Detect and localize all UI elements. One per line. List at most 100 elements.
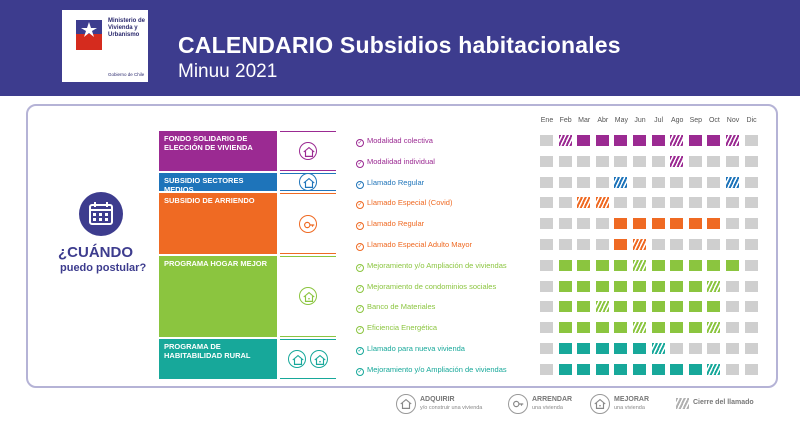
month-cell: [577, 363, 591, 375]
row-label: ✓ Llamado Especial Adulto Mayor: [356, 240, 472, 251]
month-cell: [614, 176, 628, 188]
check-icon: ✓: [356, 139, 364, 147]
house-repair-icon: [310, 349, 328, 368]
month-cell: [726, 197, 739, 209]
month-label: Feb: [559, 117, 572, 124]
program-name: PROGRAMA DE HABITABILIDAD RURAL: [164, 342, 251, 360]
row-label-text: Mejoramiento y/o Ampliación de viviendas: [367, 364, 507, 374]
program-name: SUBSIDIO SECTORES MEDIOS: [164, 175, 244, 194]
month-cell: [688, 218, 702, 230]
month-cell: [707, 135, 721, 146]
month-cell: [540, 322, 553, 334]
when-heading: ¿CUÁNDO: [58, 244, 133, 261]
month-cell: [707, 218, 721, 230]
house-repair-icon: [299, 287, 317, 306]
month-cell: [726, 155, 739, 167]
check-icon: ✓: [356, 180, 364, 189]
month-cell: [540, 301, 553, 313]
legend-subtitle: una vivienda: [614, 405, 645, 411]
month-label: Ene: [540, 117, 554, 124]
month-cell: [707, 155, 721, 167]
closing-label: Cierre del llamado: [693, 399, 754, 406]
month-cell: [558, 259, 572, 271]
house-repair-icon: [590, 394, 610, 414]
month-label: Abr: [597, 117, 609, 124]
closing-swatch: [676, 398, 689, 409]
month-cell: [595, 301, 609, 313]
house-icon: [299, 141, 317, 160]
month-label: Nov: [726, 117, 740, 124]
month-cell: [633, 343, 646, 354]
ministry-line: Vivienda y: [108, 25, 138, 31]
month-cell: [688, 363, 702, 375]
month-cell: [558, 176, 572, 188]
program-name: SUBSIDIO DE ARRIENDO: [164, 196, 255, 206]
month-cell: [688, 135, 702, 146]
program-name: PROGRAMA HOGAR MEJOR: [164, 258, 268, 268]
month-cell: [577, 197, 591, 209]
month-cell: [558, 197, 572, 209]
month-cell: [651, 301, 665, 313]
month-cell: [651, 155, 665, 167]
month-cell: [688, 259, 702, 271]
month-cell: [670, 176, 684, 188]
month-cell: [651, 197, 665, 209]
month-cell: [707, 259, 721, 271]
month-cell: [614, 259, 628, 271]
month-cell: [744, 322, 758, 334]
month-cell: [577, 135, 591, 146]
month-cell: [744, 363, 758, 375]
government-label: Gobierno de Chile: [108, 72, 145, 77]
check-icon: ✓: [356, 367, 364, 376]
row-label: ✓ Modalidad individual: [356, 157, 435, 168]
month-cell: [540, 280, 553, 292]
month-cell: [595, 322, 609, 334]
month-cell: [688, 301, 702, 313]
month-cell: [744, 239, 758, 250]
month-cell: [744, 259, 758, 271]
month-cell: [577, 239, 591, 250]
row-label-text: Eficiencia Energética: [367, 323, 438, 333]
legend-title: ARRENDAR: [532, 396, 573, 403]
month-cell: [688, 239, 702, 250]
month-cell: [614, 363, 628, 375]
month-cell: [726, 218, 739, 230]
month-cell: [558, 363, 572, 375]
month-cell: [726, 322, 739, 334]
month-cell: [540, 135, 553, 146]
check-icon: ✓: [356, 326, 364, 335]
calendar-icon: [79, 192, 123, 236]
month-cell: [633, 197, 646, 209]
month-cell: [707, 176, 721, 188]
month-cell: [707, 239, 721, 250]
legend-subtitle: una vivienda: [532, 405, 563, 411]
month-cell: [614, 239, 628, 250]
month-cell: [688, 176, 702, 188]
month-cell: [651, 363, 665, 375]
month-label: Sep: [689, 117, 703, 124]
month-cell: [558, 239, 572, 250]
month-cell: [651, 259, 665, 271]
month-cell: [614, 155, 628, 167]
month-cell: [633, 259, 646, 271]
month-cell: [744, 280, 758, 292]
month-cell: [558, 322, 572, 334]
month-cell: [614, 322, 628, 334]
house-icon: [299, 173, 317, 191]
month-cell: [670, 239, 684, 250]
month-cell: [707, 363, 721, 375]
month-label: Jul: [654, 117, 664, 124]
row-label: ✓ Mejoramiento de condominios sociales: [356, 282, 496, 293]
month-cell: [558, 343, 572, 354]
month-cell: [614, 218, 628, 230]
month-cell: [744, 176, 758, 188]
month-cell: [744, 343, 758, 354]
month-cell: [633, 322, 646, 334]
month-cell: [670, 155, 684, 167]
month-cell: [595, 135, 609, 146]
ministry-line: Urbanismo: [108, 32, 140, 38]
star-logo-icon: [76, 20, 102, 50]
month-cell: [577, 322, 591, 334]
month-cell: [670, 301, 684, 313]
key-icon: [299, 214, 317, 233]
